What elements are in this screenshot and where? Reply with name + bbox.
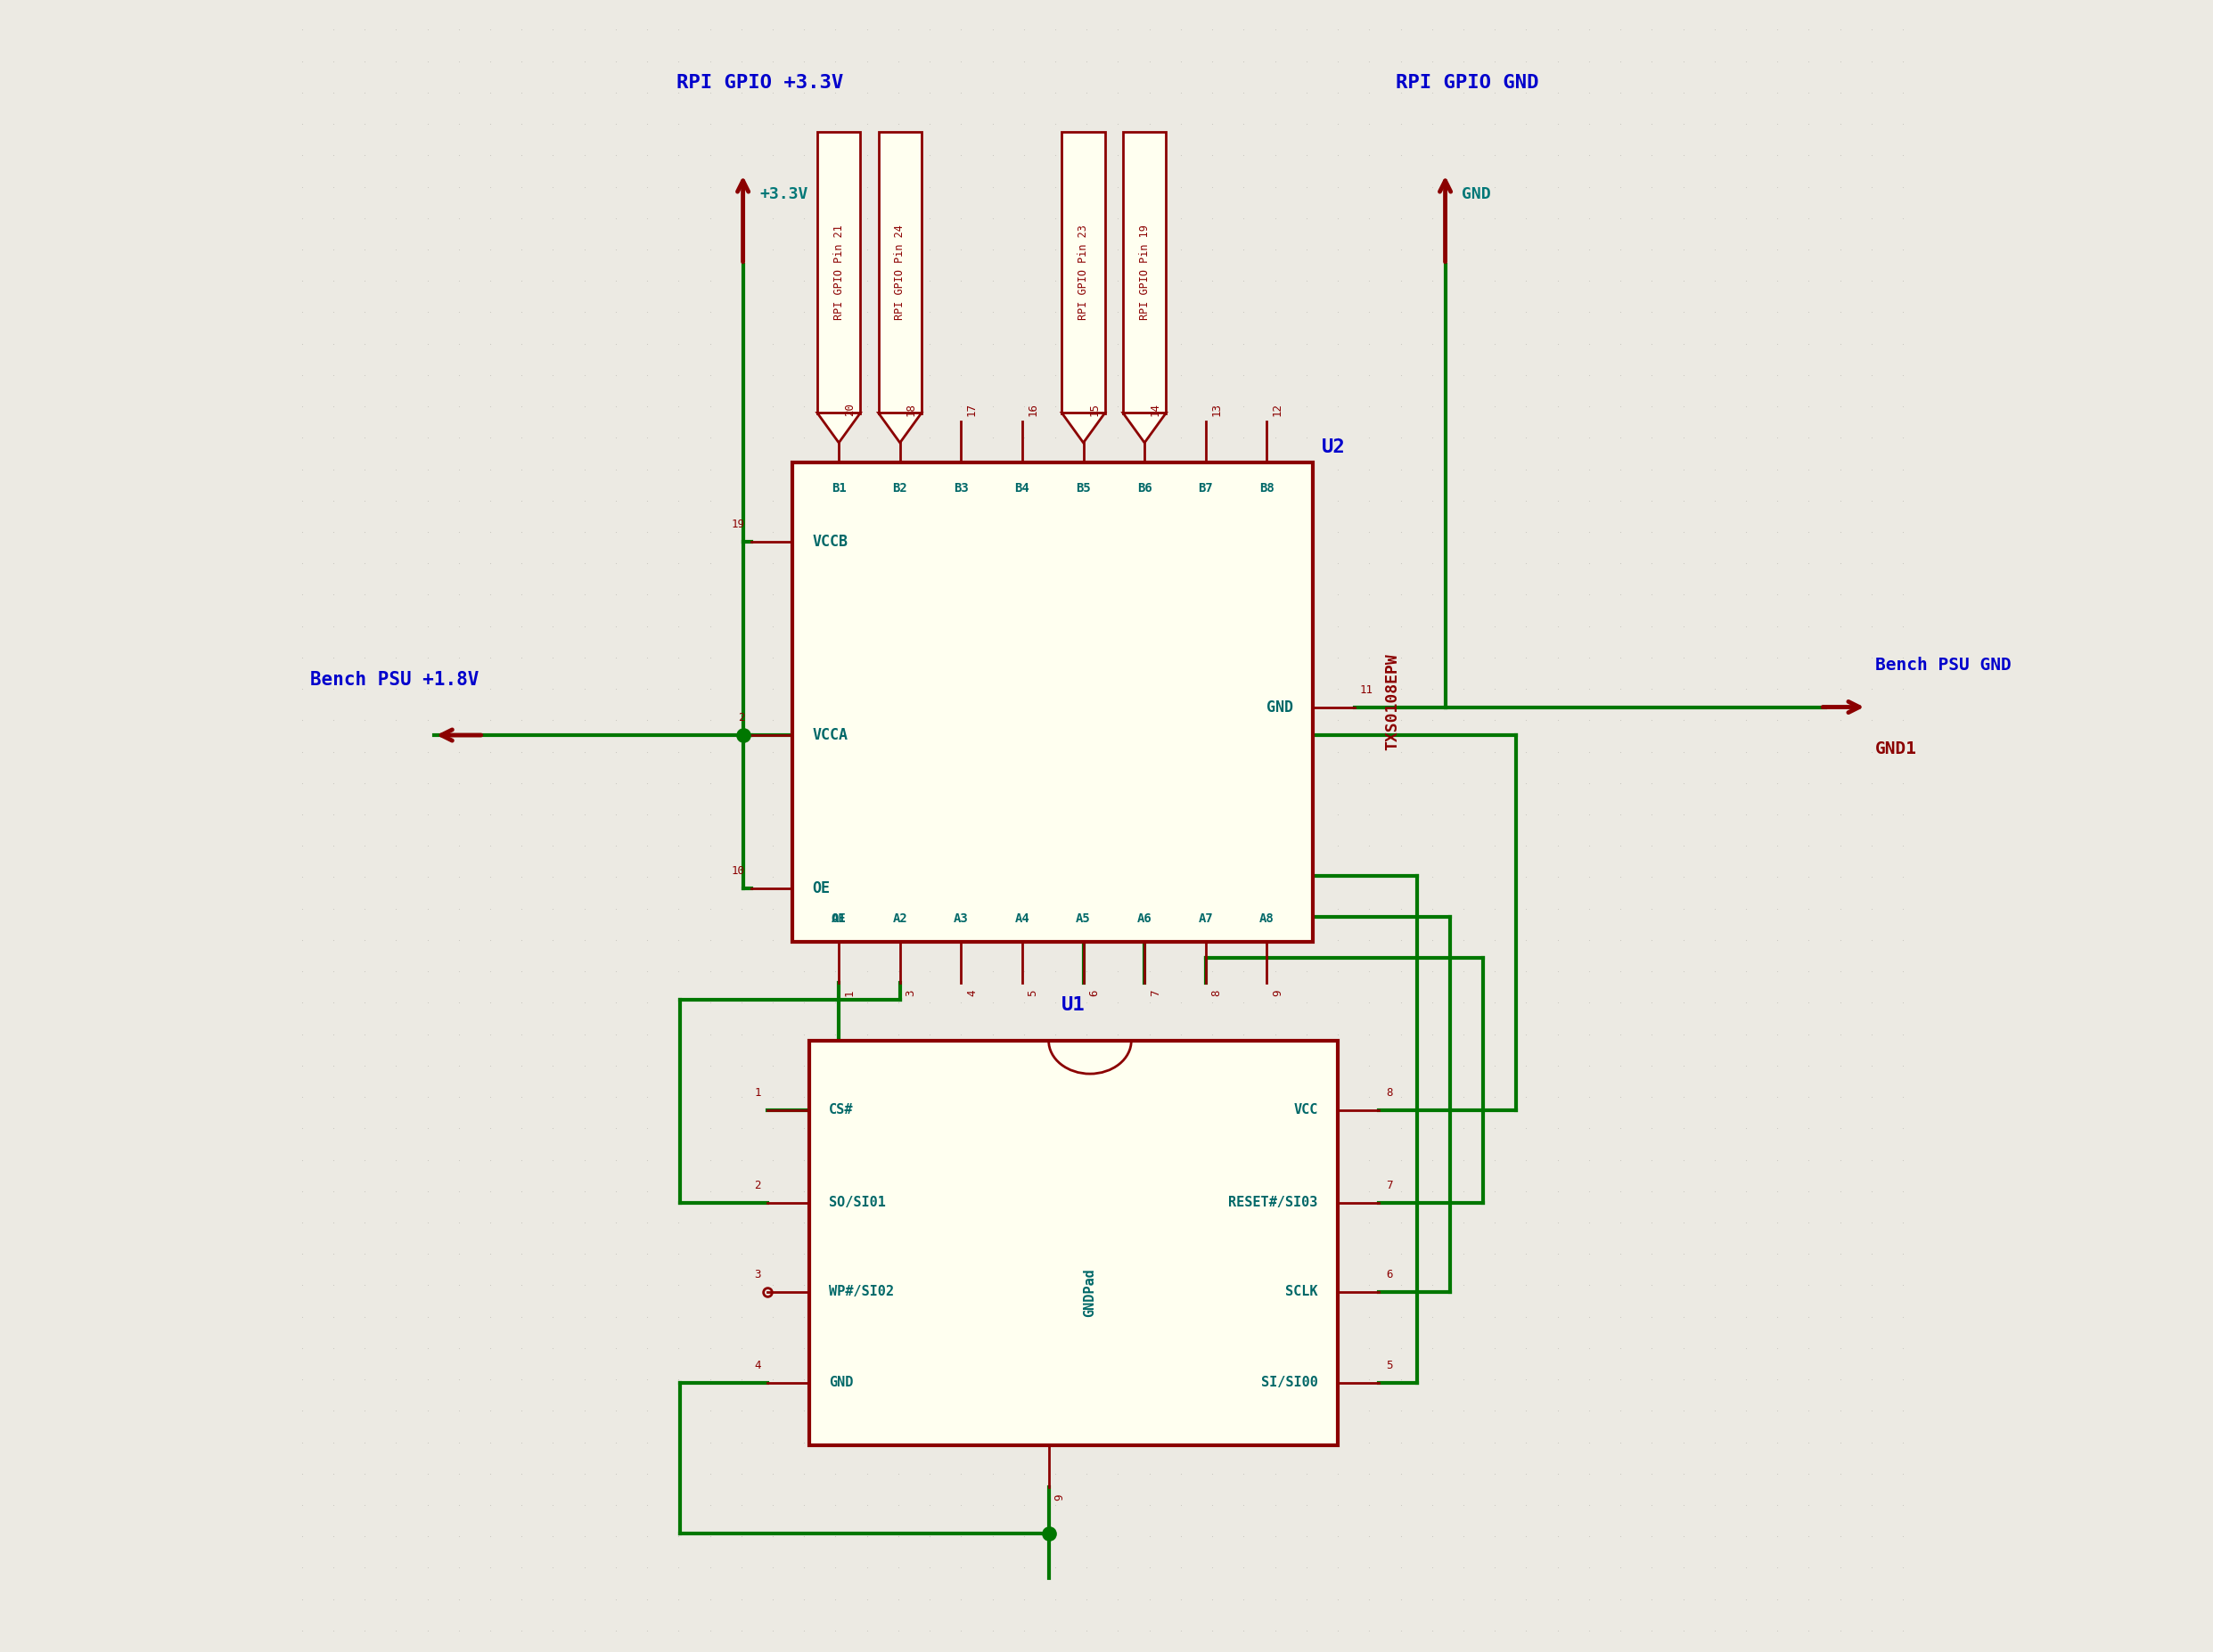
Text: GND: GND — [1463, 187, 1492, 202]
Text: RPI GPIO Pin 24: RPI GPIO Pin 24 — [894, 225, 905, 320]
Polygon shape — [879, 413, 921, 443]
Text: TXS0108EPW: TXS0108EPW — [1385, 654, 1401, 750]
Text: 6: 6 — [1089, 990, 1100, 996]
Text: 2: 2 — [755, 1180, 761, 1191]
Text: 10: 10 — [730, 866, 744, 877]
Text: 7: 7 — [1385, 1180, 1392, 1191]
Text: VCCA: VCCA — [812, 727, 848, 743]
Text: 2: 2 — [737, 712, 744, 724]
Text: +3.3V: +3.3V — [759, 187, 808, 202]
Text: B4: B4 — [1016, 482, 1029, 496]
Text: RPI GPIO Pin 19: RPI GPIO Pin 19 — [1140, 225, 1151, 320]
Text: 9: 9 — [1053, 1493, 1064, 1500]
Text: VCCB: VCCB — [812, 534, 848, 550]
Text: A3: A3 — [954, 912, 969, 925]
Text: GND: GND — [1266, 699, 1292, 715]
Text: OE: OE — [812, 881, 830, 897]
Text: Bench PSU +1.8V: Bench PSU +1.8V — [310, 671, 478, 689]
Text: RPI GPIO Pin 23: RPI GPIO Pin 23 — [1078, 225, 1089, 320]
Bar — [817, 132, 861, 413]
Text: U2: U2 — [1321, 438, 1346, 456]
Text: 17: 17 — [967, 403, 978, 416]
Text: 7: 7 — [1149, 990, 1162, 996]
Text: 13: 13 — [1211, 403, 1222, 416]
Text: 16: 16 — [1027, 403, 1038, 416]
Text: A8: A8 — [1259, 912, 1275, 925]
Text: SO/SI01: SO/SI01 — [830, 1196, 885, 1209]
Text: 1: 1 — [843, 990, 856, 996]
Text: RPI GPIO Pin 21: RPI GPIO Pin 21 — [832, 225, 845, 320]
Text: CS#: CS# — [830, 1104, 854, 1117]
Text: 4: 4 — [967, 990, 978, 996]
Text: U1: U1 — [1062, 996, 1084, 1014]
Text: A2: A2 — [892, 912, 907, 925]
Text: A5: A5 — [1076, 912, 1091, 925]
Text: 15: 15 — [1089, 403, 1100, 416]
Text: 12: 12 — [1272, 403, 1284, 416]
Text: 3: 3 — [755, 1269, 761, 1280]
Text: VCC: VCC — [1295, 1104, 1319, 1117]
Bar — [792, 463, 1312, 942]
Text: 1: 1 — [755, 1087, 761, 1099]
Text: GNDPad: GNDPad — [1084, 1269, 1098, 1317]
Text: 3: 3 — [905, 990, 916, 996]
Text: SCLK: SCLK — [1286, 1285, 1319, 1298]
Text: Bench PSU GND: Bench PSU GND — [1874, 657, 2012, 674]
Text: 8: 8 — [1211, 990, 1222, 996]
Text: B7: B7 — [1197, 482, 1213, 496]
Text: B5: B5 — [1076, 482, 1091, 496]
Polygon shape — [817, 413, 861, 443]
Text: RPI GPIO +3.3V: RPI GPIO +3.3V — [677, 74, 843, 91]
Text: 5: 5 — [1027, 990, 1038, 996]
Text: WP#/SI02: WP#/SI02 — [830, 1285, 894, 1298]
Text: GND1: GND1 — [1874, 740, 1916, 757]
Text: 11: 11 — [1359, 684, 1372, 695]
Text: A7: A7 — [1197, 912, 1213, 925]
Text: 4: 4 — [755, 1360, 761, 1371]
Text: 6: 6 — [1385, 1269, 1392, 1280]
Bar — [1122, 132, 1166, 413]
Text: 8: 8 — [1385, 1087, 1392, 1099]
Text: RESET#/SI03: RESET#/SI03 — [1228, 1196, 1319, 1209]
Text: 20: 20 — [843, 403, 856, 416]
Polygon shape — [1122, 413, 1166, 443]
Text: B1: B1 — [832, 482, 845, 496]
Text: 14: 14 — [1149, 403, 1162, 416]
Text: 18: 18 — [905, 403, 916, 416]
Text: RPI GPIO GND: RPI GPIO GND — [1396, 74, 1538, 91]
Text: GND: GND — [830, 1376, 854, 1389]
Text: 19: 19 — [730, 519, 744, 530]
Text: A4: A4 — [1016, 912, 1029, 925]
Text: A6: A6 — [1137, 912, 1153, 925]
Text: B3: B3 — [954, 482, 969, 496]
Bar — [810, 1041, 1339, 1446]
Bar — [879, 132, 921, 413]
Text: OE: OE — [832, 912, 845, 925]
Text: B2: B2 — [892, 482, 907, 496]
Text: B8: B8 — [1259, 482, 1275, 496]
Text: B6: B6 — [1137, 482, 1153, 496]
Text: A1: A1 — [832, 912, 845, 925]
Polygon shape — [1062, 413, 1104, 443]
Bar — [1062, 132, 1104, 413]
Text: SI/SI00: SI/SI00 — [1261, 1376, 1319, 1389]
Text: 5: 5 — [1385, 1360, 1392, 1371]
Text: 9: 9 — [1272, 990, 1284, 996]
